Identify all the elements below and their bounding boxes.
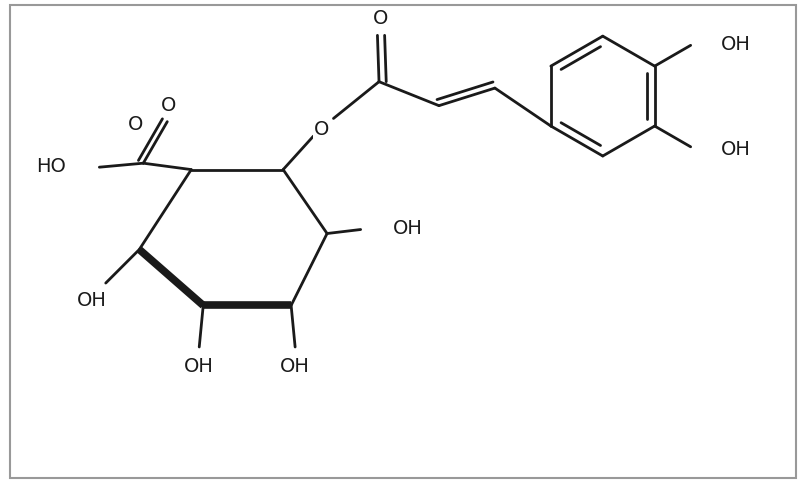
Text: O: O <box>127 115 143 134</box>
Text: HO: HO <box>36 157 66 176</box>
Text: OH: OH <box>721 35 751 54</box>
Text: OH: OH <box>77 290 106 309</box>
Text: OH: OH <box>721 139 751 159</box>
Text: OH: OH <box>393 218 422 237</box>
Text: O: O <box>373 9 388 28</box>
Text: O: O <box>314 119 329 138</box>
Text: O: O <box>161 95 177 114</box>
Text: OH: OH <box>280 356 310 375</box>
Text: OH: OH <box>185 356 214 375</box>
